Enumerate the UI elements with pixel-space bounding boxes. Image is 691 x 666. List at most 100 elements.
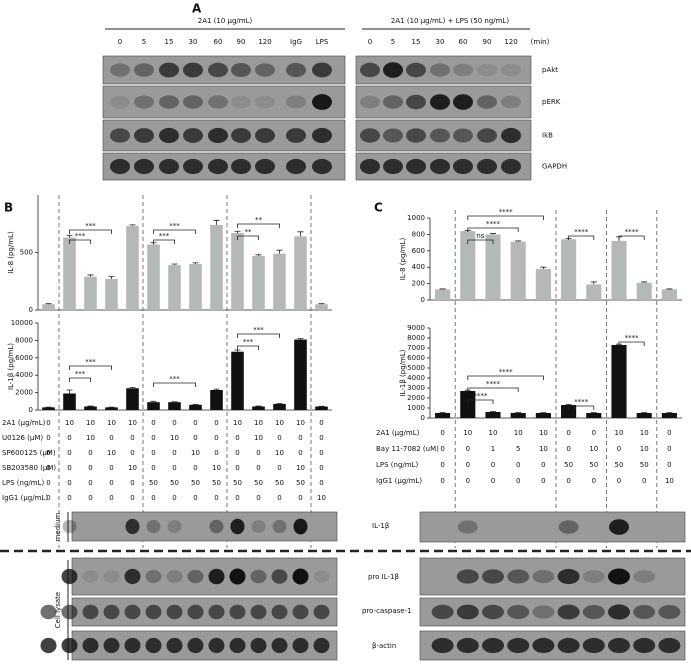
blot-label: β-actin <box>372 642 396 650</box>
band <box>231 158 251 175</box>
band <box>477 128 497 143</box>
lane-label: 90 <box>237 38 246 46</box>
significance-bracket <box>237 333 280 338</box>
band <box>406 128 426 143</box>
bar <box>586 284 602 300</box>
bar <box>105 407 118 410</box>
significance-label: *** <box>85 222 96 230</box>
cell: 10 <box>254 419 263 427</box>
band <box>558 520 579 534</box>
bar <box>510 241 526 300</box>
row-label: IgG1 (μg/mL) <box>376 477 422 485</box>
cell: 0 <box>319 464 323 472</box>
bar <box>273 253 286 310</box>
band <box>208 604 225 620</box>
bar <box>63 237 76 310</box>
y-tick-label: 1000 <box>407 404 425 412</box>
cell: 0 <box>214 449 218 457</box>
bar <box>231 232 244 310</box>
error-bar <box>129 386 136 389</box>
row-label: IgG1 (μg/mL) <box>2 494 48 502</box>
band <box>103 604 120 620</box>
cell: 0 <box>566 429 570 437</box>
bar <box>189 404 202 410</box>
cell: 0 <box>516 461 520 469</box>
y-tick-label: 0 <box>29 406 33 414</box>
bar <box>147 244 160 310</box>
band <box>229 604 246 620</box>
error-bar <box>540 266 547 269</box>
error-bar <box>318 303 325 305</box>
cell: 0 <box>256 449 260 457</box>
band <box>383 158 403 175</box>
band <box>312 158 332 175</box>
band <box>453 94 473 110</box>
cell: 0 <box>172 494 176 502</box>
header: 2A1 (10 μg/mL) + LPS (50 ng/mL) <box>391 17 509 25</box>
significance-bracket <box>467 387 519 392</box>
cell: 0 <box>67 494 71 502</box>
band <box>250 569 267 584</box>
error-bar <box>66 234 73 238</box>
cell: 10 <box>275 449 284 457</box>
cell: 0 <box>277 434 281 442</box>
y-tick-label: 7000 <box>407 344 425 352</box>
bar <box>168 402 181 410</box>
cell: 10 <box>65 419 74 427</box>
band <box>582 637 605 654</box>
cell: 10 <box>539 429 548 437</box>
cell: 0 <box>109 434 113 442</box>
y-axis-label: IL-1β (pg/mL) <box>399 349 407 396</box>
significance-bracket <box>153 382 196 387</box>
cell: 10 <box>128 464 137 472</box>
header: 2A1 (10 μg/mL) <box>198 17 253 25</box>
band <box>658 637 681 654</box>
significance-label: **** <box>625 334 640 342</box>
cell: 10 <box>615 429 624 437</box>
error-bar <box>213 388 220 390</box>
band <box>608 604 630 620</box>
significance-label: ** <box>245 228 253 236</box>
significance-bracket <box>237 223 280 228</box>
band <box>507 569 530 584</box>
significance-label: *** <box>169 222 180 230</box>
significance-label: **** <box>499 368 514 376</box>
bar <box>252 255 265 310</box>
cell: 10 <box>170 434 179 442</box>
significance-label: *** <box>75 370 86 378</box>
significance-bracket <box>69 229 112 234</box>
band <box>134 95 154 109</box>
error-bar <box>213 219 220 225</box>
band <box>430 63 450 77</box>
bar <box>189 264 202 310</box>
cell: 0 <box>466 461 470 469</box>
band <box>255 158 275 175</box>
band <box>477 95 497 109</box>
bar <box>210 389 223 410</box>
cell: 0 <box>109 494 113 502</box>
y-tick-label: 500 <box>20 249 33 257</box>
cell: 0 <box>88 494 92 502</box>
error-bar <box>87 274 94 277</box>
band <box>125 518 140 535</box>
band <box>457 520 478 534</box>
significance-bracket <box>568 405 595 410</box>
cell: 10 <box>275 419 284 427</box>
lane-label: 90 <box>483 38 492 46</box>
band <box>231 128 251 143</box>
blot <box>102 85 346 119</box>
band <box>633 570 656 583</box>
band <box>430 128 450 143</box>
band <box>312 127 332 144</box>
band <box>166 604 183 620</box>
bar <box>84 406 97 410</box>
y-axis-label: IL-8 (pg/mL) <box>7 231 15 274</box>
band <box>255 128 275 143</box>
cell: 50 <box>296 479 305 487</box>
band <box>187 569 204 584</box>
cell: 10 <box>640 445 649 453</box>
band <box>255 63 275 77</box>
panel-label: A <box>192 2 202 16</box>
error-bar <box>129 224 136 227</box>
cell: 0 <box>151 464 155 472</box>
